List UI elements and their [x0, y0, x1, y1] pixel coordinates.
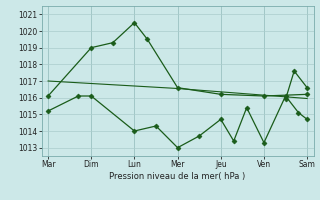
X-axis label: Pression niveau de la mer( hPa ): Pression niveau de la mer( hPa )	[109, 172, 246, 181]
